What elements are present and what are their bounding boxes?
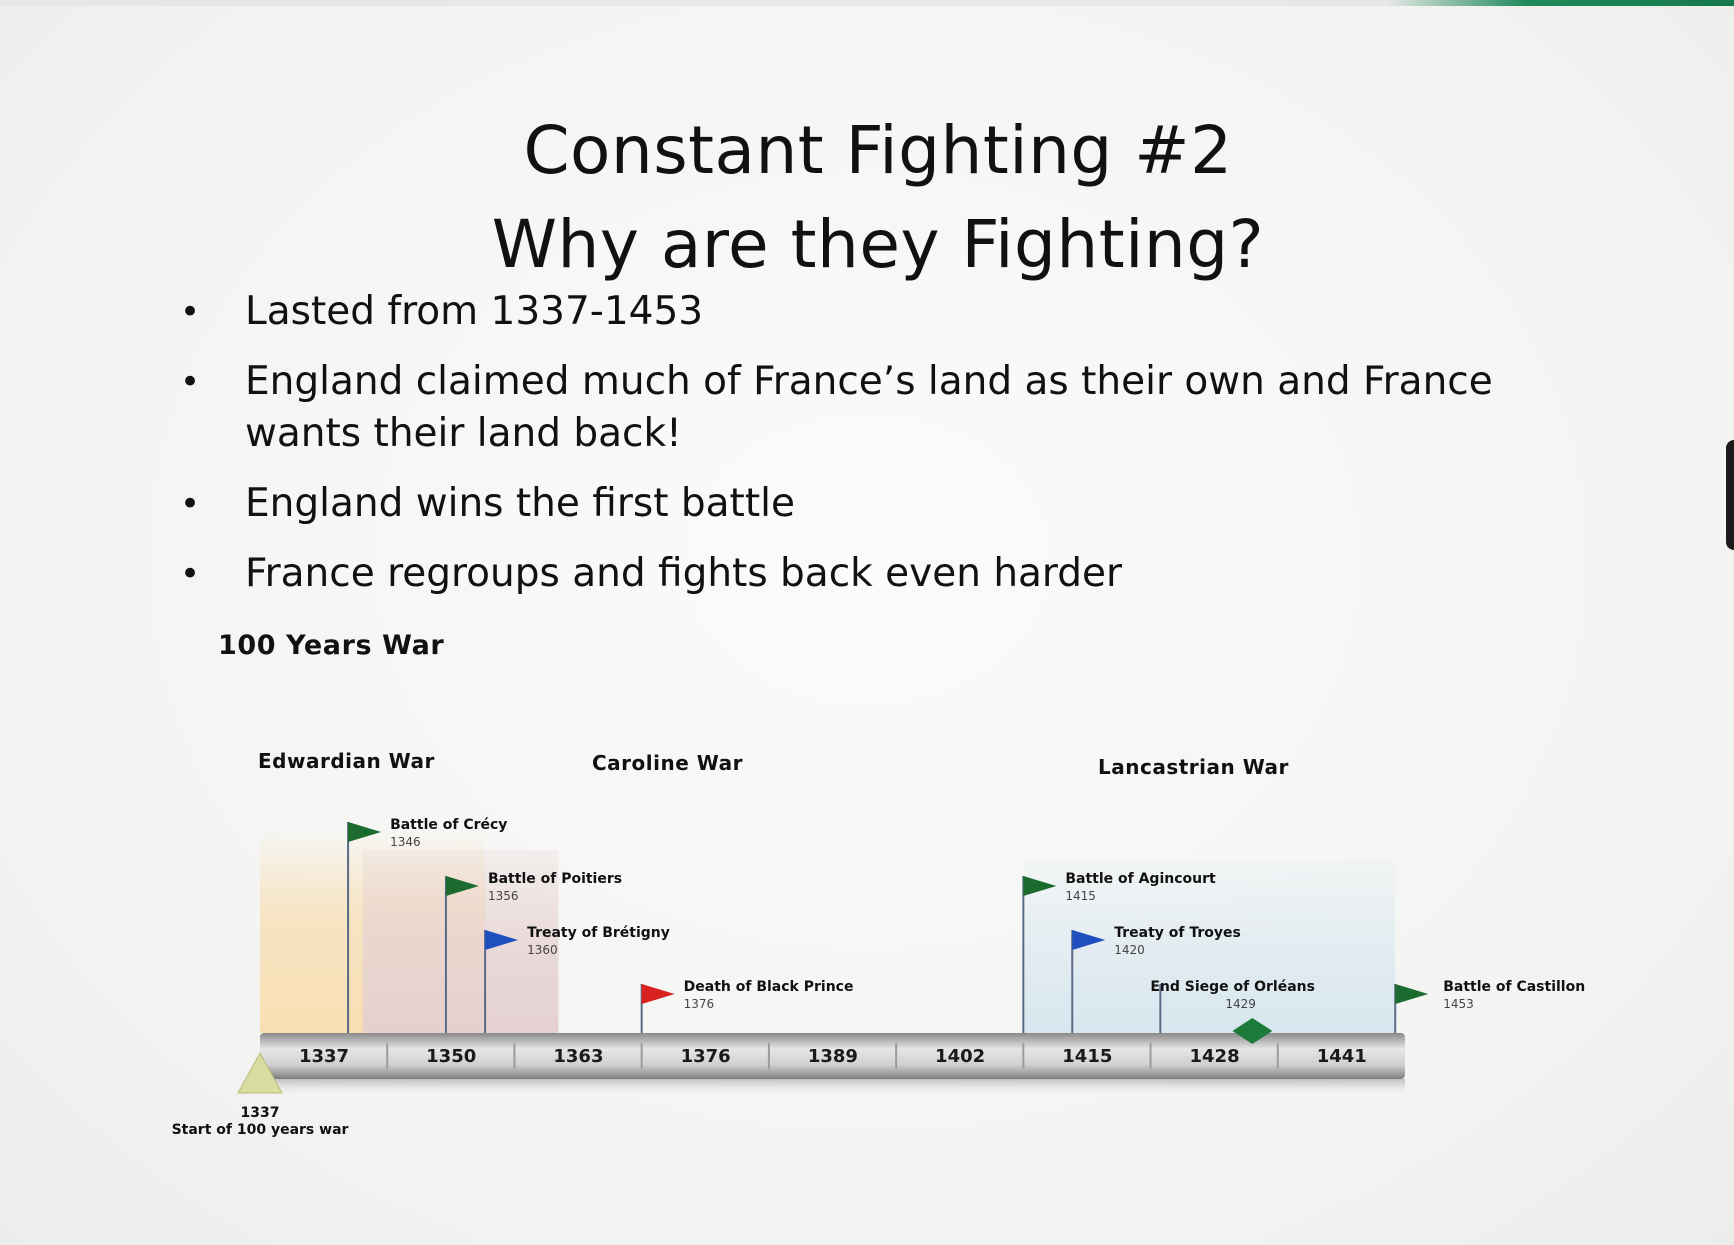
event-year: 1356 [488, 889, 519, 903]
start-year: 1337 [241, 1105, 280, 1121]
flag-icon [445, 876, 479, 896]
triangle-icon [237, 1051, 283, 1094]
tick-label: 1402 [935, 1046, 985, 1067]
tick-label: 1415 [1062, 1046, 1112, 1067]
timeline-heading: 100 Years War [218, 630, 445, 661]
event-label: Treaty of Troyes [1114, 925, 1241, 941]
timeline-ticks: 1337 1350 1363 1376 1389 1402 1415 1428 … [299, 1043, 1367, 1069]
event-battle-of-crecy: Battle of Crécy 1346 [347, 817, 507, 1033]
event-treaty-of-troyes: Treaty of Troyes 1420 [1071, 925, 1241, 1033]
bullet-duration: Lasted from 1337-1453 [180, 286, 1620, 338]
event-treaty-of-bretigny: Treaty of Brétigny 1360 [484, 925, 670, 1033]
tick-label: 1376 [681, 1046, 731, 1067]
event-label: Treaty of Brétigny [527, 925, 670, 941]
flag-icon [1395, 984, 1429, 1004]
event-year: 1453 [1443, 997, 1474, 1011]
event-label: Battle of Crécy [390, 817, 507, 833]
flag-icon [641, 984, 675, 1004]
bullet-first-battle: England wins the first battle [180, 478, 1620, 530]
timeline-bar [260, 1033, 1405, 1079]
event-label: Battle of Castillon [1443, 979, 1585, 995]
event-label: Death of Black Prince [684, 979, 854, 995]
flag-icon [1072, 930, 1106, 950]
bullet-france-regroups: France regroups and fights back even har… [180, 548, 1620, 600]
timeline-bar-shadow [260, 1079, 1405, 1097]
event-end-siege-of-orleans: End Siege of Orléans 1429 [1150, 979, 1315, 1044]
timeline-events: Battle of Crécy 1346 Battle of Poitiers … [347, 817, 1585, 1044]
era-label-caroline: Caroline War [592, 751, 743, 775]
tick-label: 1350 [426, 1046, 476, 1067]
era-band-lancastrian [1023, 860, 1396, 1033]
event-label: Battle of Poitiers [488, 871, 622, 887]
flag-icon [348, 822, 382, 842]
event-year: 1360 [527, 943, 558, 957]
tick-label: 1337 [299, 1046, 349, 1067]
event-year: 1346 [390, 835, 421, 849]
bullet-land-claim: England claimed much of France’s land as… [180, 356, 1620, 460]
event-battle-of-poitiers: Battle of Poitiers 1356 [444, 871, 622, 1033]
tick-label: 1441 [1317, 1046, 1367, 1067]
bullet-list: Lasted from 1337-1453 England claimed mu… [180, 286, 1620, 618]
era-bands [260, 830, 1396, 1033]
event-label: End Siege of Orléans [1150, 979, 1315, 995]
desk-edge [0, 0, 1734, 6]
era-label-lancastrian: Lancastrian War [1098, 755, 1289, 779]
slide-title-line2: Why are they Fighting? [491, 206, 1265, 283]
diamond-icon [1232, 1018, 1273, 1044]
flag-icon [485, 930, 519, 950]
event-year: 1376 [684, 997, 715, 1011]
start-label: Start of 100 years war [172, 1122, 349, 1138]
slide-title-line1: Constant Fighting #2 [523, 112, 1233, 189]
event-death-of-black-prince: Death of Black Prince 1376 [640, 979, 854, 1033]
event-year: 1429 [1225, 997, 1256, 1011]
event-label: Battle of Agincourt [1065, 871, 1216, 887]
event-battle-of-agincourt: Battle of Agincourt 1415 [1022, 871, 1216, 1033]
tick-label: 1389 [808, 1046, 858, 1067]
event-battle-of-castillon: Battle of Castillon 1453 [1394, 979, 1585, 1033]
flag-icon [1023, 876, 1057, 896]
tick-label: 1428 [1190, 1046, 1240, 1067]
start-marker: 1337 Start of 100 years war [172, 1051, 349, 1138]
event-year: 1420 [1114, 943, 1145, 957]
clip-edge [1726, 440, 1734, 550]
era-label-edwardian: Edwardian War [258, 749, 435, 773]
tick-label: 1363 [553, 1046, 603, 1067]
event-year: 1415 [1065, 889, 1096, 903]
